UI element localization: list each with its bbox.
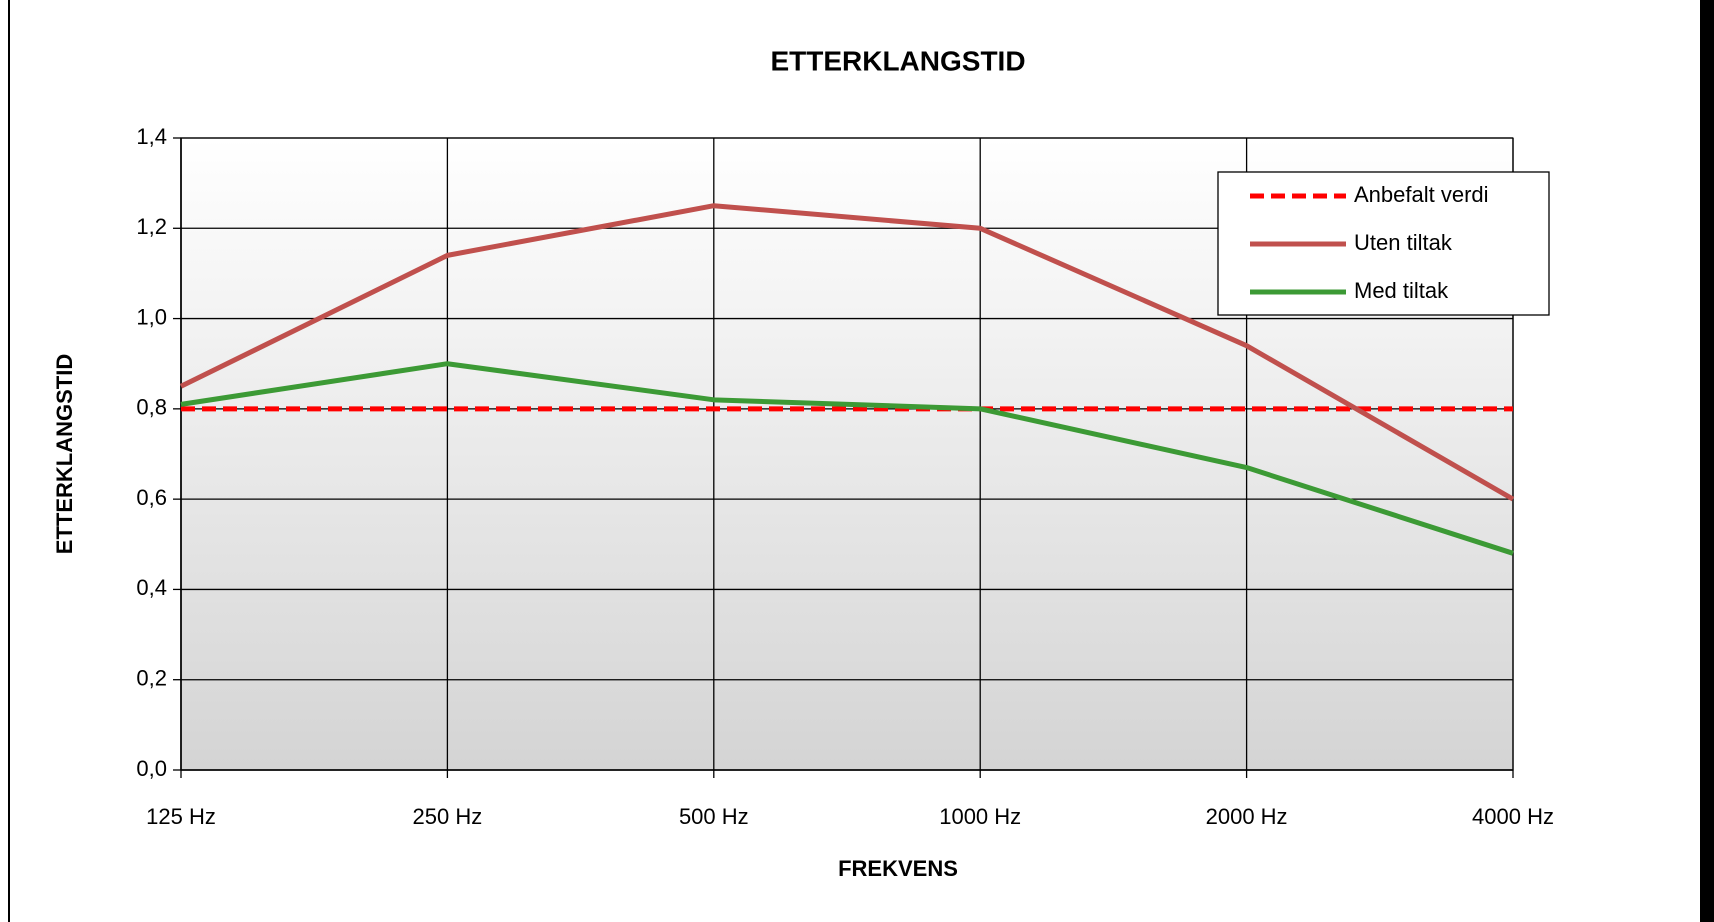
y-tick-label: 0,6 bbox=[136, 485, 167, 510]
x-axis-label: FREKVENS bbox=[838, 856, 958, 881]
y-tick-label: 1,4 bbox=[136, 124, 167, 149]
y-tick-label: 0,0 bbox=[136, 756, 167, 781]
x-tick-label: 2000 Hz bbox=[1206, 804, 1288, 829]
frame-right bbox=[1700, 0, 1714, 922]
y-tick-label: 0,4 bbox=[136, 575, 167, 600]
legend-label: Uten tiltak bbox=[1354, 230, 1453, 255]
legend-label: Anbefalt verdi bbox=[1354, 182, 1489, 207]
y-tick-label: 1,2 bbox=[136, 214, 167, 239]
x-tick-label: 125 Hz bbox=[146, 804, 216, 829]
series-line bbox=[180, 361, 1514, 556]
chart-title: ETTERKLANGSTID bbox=[770, 45, 1025, 76]
y-tick-label: 1,0 bbox=[136, 304, 167, 329]
legend: Anbefalt verdi Uten tiltak Med tiltak bbox=[1217, 171, 1550, 316]
x-tick-label: 1000 Hz bbox=[939, 804, 1021, 829]
x-tick-label: 250 Hz bbox=[413, 804, 483, 829]
x-tick-label: 500 Hz bbox=[679, 804, 749, 829]
y-tick-label: 0,8 bbox=[136, 395, 167, 420]
series-line bbox=[179, 203, 1515, 502]
x-tick-label: 4000 Hz bbox=[1472, 804, 1554, 829]
y-tick-label: 0,2 bbox=[136, 666, 167, 691]
legend-label: Med tiltak bbox=[1354, 278, 1449, 303]
y-axis-label: ETTERKLANGSTID bbox=[52, 354, 77, 554]
